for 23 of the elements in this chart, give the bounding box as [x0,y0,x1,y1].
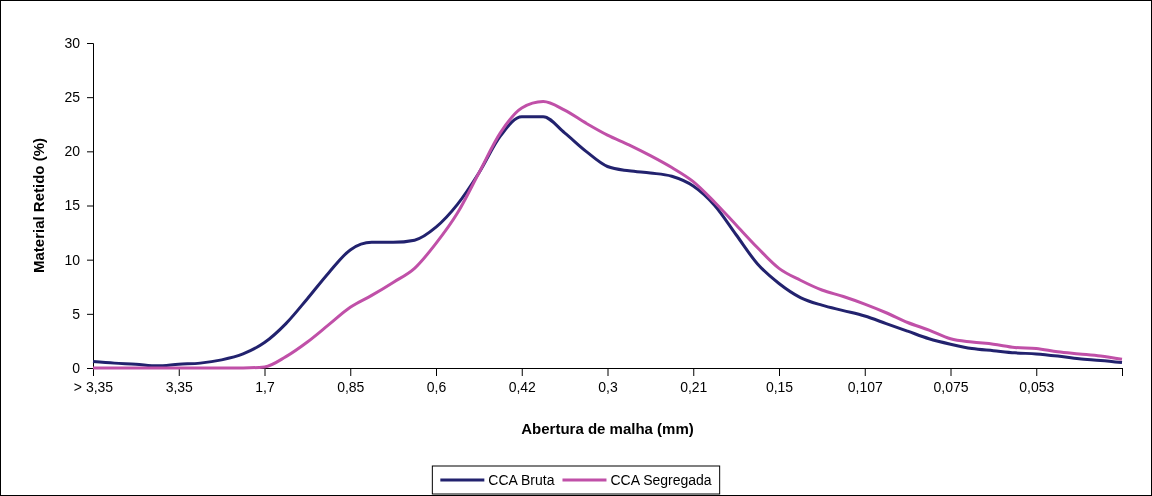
x-tick-label: 0,3 [598,378,618,395]
x-tick-label: > 3,35 [73,378,114,395]
x-tick-label: 0,6 [426,378,447,395]
y-tick-label: 10 [64,251,81,268]
x-tick-label: 0,053 [1019,378,1055,395]
y-tick-label: 5 [72,305,81,322]
y-tick-label: 30 [64,34,81,51]
x-tick-label: 0,21 [680,378,708,395]
y-axis-title: Material Retido (%) [30,137,47,274]
x-tick-label: 1,7 [255,378,275,395]
x-tick-label: 0,42 [508,378,537,395]
y-tick-label: 15 [64,197,81,214]
x-tick-label: 0,15 [765,378,794,395]
x-axis-title: Abertura de malha (mm) [521,420,694,437]
y-tick-label: 25 [64,89,81,106]
legend-label: CCA Segregada [610,472,712,488]
x-tick-label: 0,075 [933,378,969,395]
x-tick-label: 3,35 [165,378,194,395]
y-tick-label: 20 [64,143,81,160]
x-tick-label: 0,107 [847,378,883,395]
y-tick-label: 0 [72,359,81,376]
legend-label: CCA Bruta [488,472,555,488]
x-tick-label: 0,85 [337,378,365,395]
